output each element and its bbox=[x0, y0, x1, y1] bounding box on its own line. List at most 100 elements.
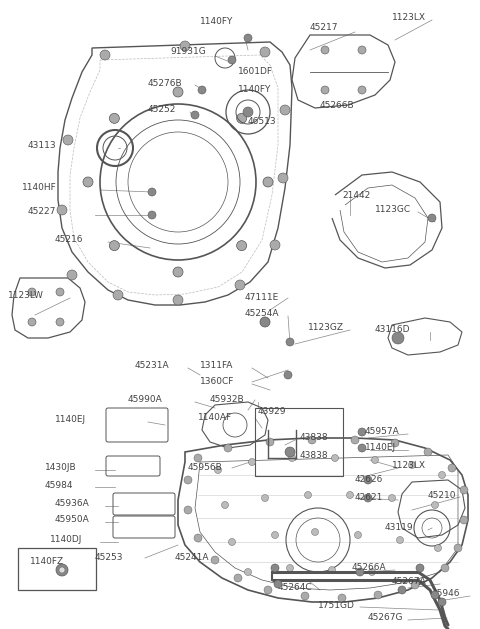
Circle shape bbox=[304, 491, 312, 499]
Circle shape bbox=[301, 592, 309, 600]
Circle shape bbox=[321, 46, 329, 54]
Circle shape bbox=[356, 568, 364, 576]
Text: 1751GD: 1751GD bbox=[318, 601, 355, 610]
Circle shape bbox=[432, 501, 439, 508]
Circle shape bbox=[332, 455, 338, 462]
Circle shape bbox=[431, 591, 439, 599]
Text: 45932B: 45932B bbox=[210, 396, 245, 404]
Text: 45267G: 45267G bbox=[368, 613, 404, 623]
Circle shape bbox=[100, 50, 110, 60]
Circle shape bbox=[408, 462, 416, 469]
Text: 21442: 21442 bbox=[342, 191, 370, 199]
Text: 45254A: 45254A bbox=[245, 309, 279, 318]
Circle shape bbox=[272, 532, 278, 538]
Circle shape bbox=[173, 267, 183, 277]
Circle shape bbox=[434, 545, 442, 552]
Circle shape bbox=[286, 338, 294, 346]
Circle shape bbox=[448, 464, 456, 472]
Text: 1140FY: 1140FY bbox=[200, 18, 233, 26]
Text: 45957A: 45957A bbox=[365, 428, 400, 437]
Text: 45266B: 45266B bbox=[320, 101, 355, 109]
Text: 1123GZ: 1123GZ bbox=[308, 323, 344, 333]
Text: 45990A: 45990A bbox=[128, 396, 163, 404]
Circle shape bbox=[439, 472, 445, 479]
Circle shape bbox=[83, 177, 93, 187]
Circle shape bbox=[312, 528, 319, 535]
Circle shape bbox=[221, 501, 228, 508]
Circle shape bbox=[237, 113, 247, 123]
Text: 1140FZ: 1140FZ bbox=[30, 557, 64, 567]
Circle shape bbox=[424, 448, 432, 456]
Circle shape bbox=[56, 288, 64, 296]
Text: 1140EJ: 1140EJ bbox=[55, 416, 86, 425]
Circle shape bbox=[358, 428, 366, 436]
Circle shape bbox=[59, 567, 65, 573]
Circle shape bbox=[288, 455, 296, 462]
Circle shape bbox=[264, 586, 272, 594]
Circle shape bbox=[284, 371, 292, 379]
Text: 1123LX: 1123LX bbox=[392, 13, 426, 23]
Circle shape bbox=[274, 580, 282, 588]
Text: 45936A: 45936A bbox=[55, 499, 90, 508]
Circle shape bbox=[180, 41, 190, 51]
Circle shape bbox=[355, 532, 361, 538]
Text: 1140AF: 1140AF bbox=[198, 413, 232, 423]
Circle shape bbox=[270, 240, 280, 250]
Text: 45946: 45946 bbox=[432, 589, 460, 599]
Circle shape bbox=[244, 569, 252, 576]
Text: 43838: 43838 bbox=[300, 452, 329, 460]
Circle shape bbox=[57, 205, 67, 215]
Circle shape bbox=[244, 34, 252, 42]
Text: 47111E: 47111E bbox=[245, 294, 279, 303]
Circle shape bbox=[454, 544, 462, 552]
Circle shape bbox=[191, 111, 199, 119]
Circle shape bbox=[338, 594, 346, 602]
Text: 45266A: 45266A bbox=[352, 564, 386, 572]
Circle shape bbox=[391, 439, 399, 447]
Circle shape bbox=[351, 436, 359, 444]
Text: 1360CF: 1360CF bbox=[200, 377, 234, 386]
Text: 45210: 45210 bbox=[428, 491, 456, 499]
Circle shape bbox=[364, 494, 372, 502]
Circle shape bbox=[388, 494, 396, 501]
Text: 1140EJ: 1140EJ bbox=[365, 443, 396, 452]
Text: 45252: 45252 bbox=[148, 106, 176, 114]
Text: 1123GC: 1123GC bbox=[375, 206, 411, 214]
Circle shape bbox=[460, 486, 468, 494]
Text: 45241A: 45241A bbox=[175, 554, 209, 562]
Circle shape bbox=[358, 46, 366, 54]
Circle shape bbox=[184, 506, 192, 514]
Circle shape bbox=[262, 494, 268, 501]
Text: 1140FY: 1140FY bbox=[238, 86, 271, 94]
Circle shape bbox=[271, 564, 279, 572]
Circle shape bbox=[211, 556, 219, 564]
Circle shape bbox=[374, 591, 382, 599]
Text: 45253: 45253 bbox=[95, 554, 123, 562]
Circle shape bbox=[67, 270, 77, 280]
Circle shape bbox=[280, 105, 290, 115]
Circle shape bbox=[358, 444, 366, 452]
Circle shape bbox=[263, 177, 273, 187]
Circle shape bbox=[460, 516, 468, 524]
Text: 42621: 42621 bbox=[355, 494, 384, 503]
Circle shape bbox=[28, 288, 36, 296]
Circle shape bbox=[228, 538, 236, 545]
Text: 1123LX: 1123LX bbox=[392, 460, 426, 469]
Circle shape bbox=[148, 188, 156, 196]
Circle shape bbox=[411, 581, 419, 589]
Circle shape bbox=[173, 87, 183, 97]
Circle shape bbox=[56, 318, 64, 326]
Circle shape bbox=[278, 173, 288, 183]
Text: 1123LW: 1123LW bbox=[8, 291, 44, 299]
Circle shape bbox=[287, 564, 293, 572]
Circle shape bbox=[109, 241, 120, 250]
Circle shape bbox=[260, 47, 270, 57]
Circle shape bbox=[194, 454, 202, 462]
Circle shape bbox=[148, 211, 156, 219]
Text: 1140DJ: 1140DJ bbox=[50, 535, 83, 545]
Circle shape bbox=[224, 444, 232, 452]
Circle shape bbox=[228, 56, 236, 64]
Text: 45231A: 45231A bbox=[135, 360, 169, 369]
Circle shape bbox=[184, 476, 192, 484]
Circle shape bbox=[372, 457, 379, 464]
